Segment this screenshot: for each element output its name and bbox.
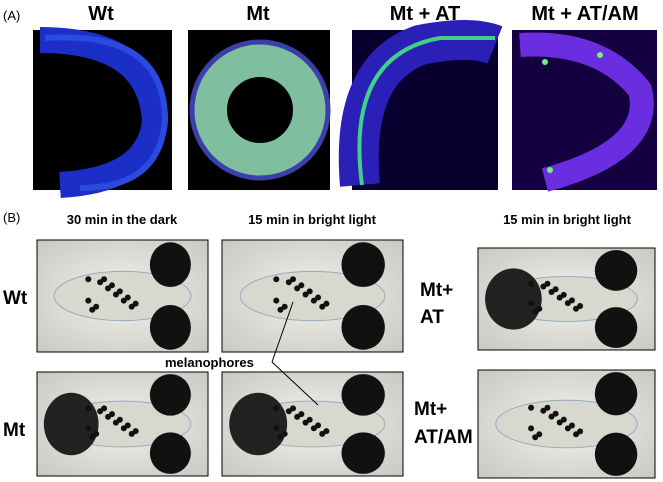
fish-photo xyxy=(36,239,209,353)
row-label: Mt+ xyxy=(420,280,453,301)
micrograph xyxy=(338,20,503,190)
fish-photo xyxy=(221,239,404,353)
column-title: 15 min in bright light xyxy=(248,212,377,227)
pointer xyxy=(271,301,294,363)
micrograph xyxy=(188,30,331,190)
row-label: AT xyxy=(420,307,444,328)
column-title: 30 min in the dark xyxy=(67,212,178,227)
fish-photo xyxy=(477,369,656,479)
fish-photo xyxy=(477,247,656,351)
column-title: Wt xyxy=(88,3,114,25)
column-title: 15 min in bright light xyxy=(503,212,632,227)
column-title: Mt + AT xyxy=(390,3,461,25)
row-label: Wt xyxy=(3,288,28,309)
fish-photo xyxy=(221,371,404,477)
panel-label: (B) xyxy=(3,210,20,225)
micrograph xyxy=(512,30,657,192)
row-label: AT/AM xyxy=(414,427,473,448)
micrograph xyxy=(33,27,172,198)
row-label: Mt xyxy=(3,420,26,441)
fish-photo xyxy=(36,371,209,477)
pointer xyxy=(271,361,319,406)
column-title: Mt xyxy=(246,3,270,25)
column-title: Mt + AT/AM xyxy=(531,3,638,25)
annotation: melanophores xyxy=(165,355,254,370)
fish-images xyxy=(36,239,656,479)
row-label: Mt+ xyxy=(414,399,447,420)
panel-label: (A) xyxy=(3,8,20,23)
